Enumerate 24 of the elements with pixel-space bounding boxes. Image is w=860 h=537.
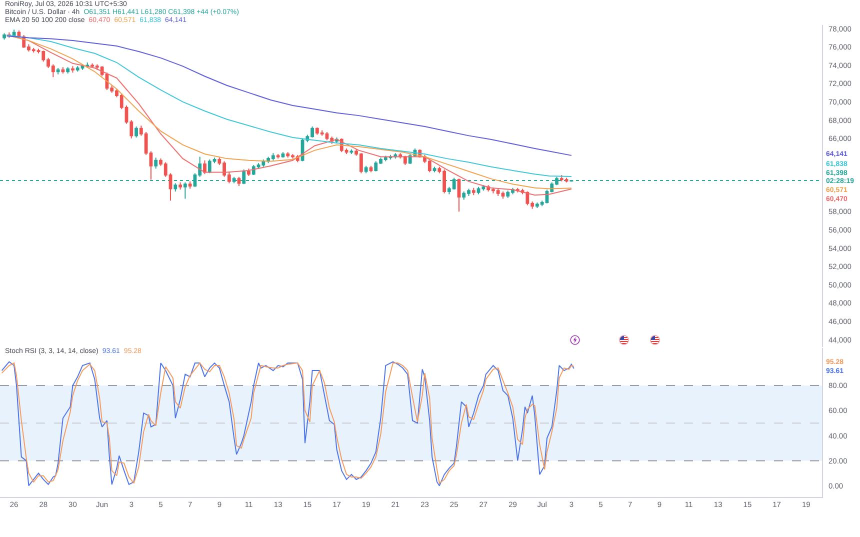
candlestick — [134, 126, 138, 138]
candlestick — [183, 182, 187, 200]
candlestick — [276, 153, 280, 160]
candlestick — [404, 155, 407, 166]
candlestick — [56, 67, 60, 75]
candlestick — [432, 166, 436, 173]
candlestick — [203, 160, 206, 175]
candlestick — [570, 180, 574, 182]
candlestick — [154, 157, 158, 170]
candlestick — [472, 187, 476, 196]
candlestick — [71, 66, 74, 74]
candlestick — [61, 66, 65, 74]
candlestick — [364, 165, 368, 174]
candlestick — [350, 148, 354, 154]
candlestick — [247, 168, 250, 176]
candlestick — [369, 165, 373, 173]
candlestick — [457, 178, 461, 212]
candlestick — [2, 32, 6, 40]
candlestick — [188, 180, 192, 190]
candlestick — [174, 182, 178, 192]
candlestick — [237, 176, 241, 186]
candlestick — [178, 182, 182, 190]
candlestick — [66, 66, 70, 74]
line-series — [6, 35, 572, 156]
